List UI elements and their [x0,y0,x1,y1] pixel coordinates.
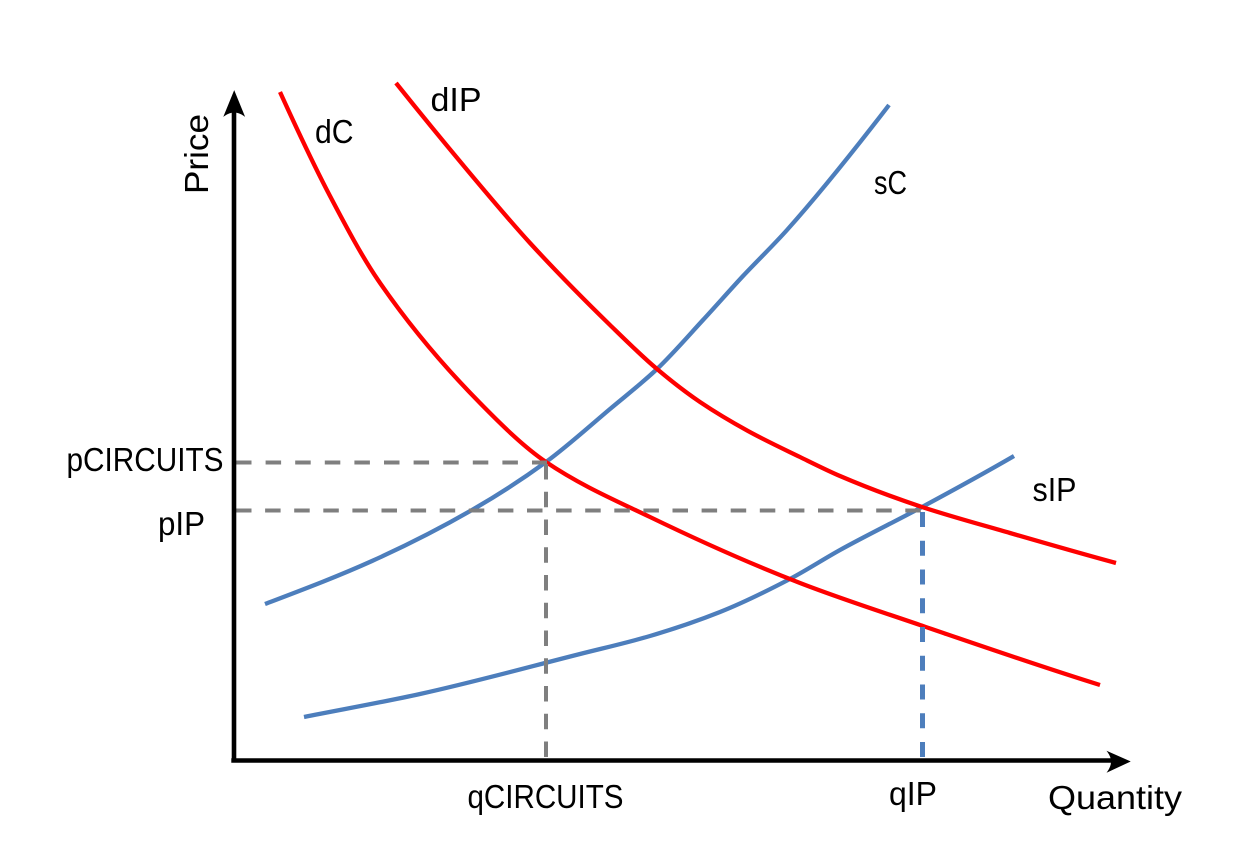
svg-text:qIP: qIP [889,775,937,812]
svg-text:pIP: pIP [158,505,205,542]
svg-text:dIP: dIP [431,81,482,118]
svg-text:Price: Price [178,114,215,194]
svg-text:pCIRCUITS: pCIRCUITS [67,441,224,478]
svg-text:qCIRCUITS: qCIRCUITS [468,778,624,815]
svg-text:sIP: sIP [1033,471,1077,508]
svg-text:sC: sC [874,164,907,201]
svg-text:dC: dC [315,113,354,150]
svg-text:Quantity: Quantity [1048,779,1183,816]
